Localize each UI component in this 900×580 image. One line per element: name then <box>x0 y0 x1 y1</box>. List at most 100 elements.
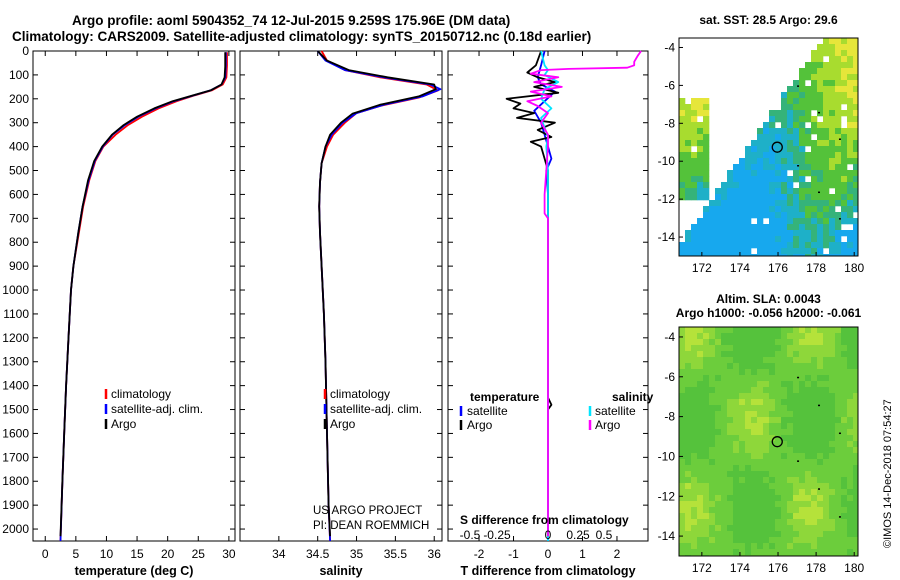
depth-tick-label: 100 <box>9 68 29 82</box>
map-cell <box>841 531 848 538</box>
map-cell <box>823 176 830 183</box>
map-cell <box>829 519 836 526</box>
map-cell <box>751 242 758 249</box>
map-cell <box>685 435 692 442</box>
map-cell <box>691 140 698 147</box>
map-cell <box>703 218 710 225</box>
map-cell <box>805 98 812 105</box>
map-cell <box>799 519 806 526</box>
map-cell <box>697 182 704 189</box>
map-cell <box>787 327 794 334</box>
map-cell <box>745 327 752 334</box>
map-cell <box>697 242 704 249</box>
s-axis-title: S difference from climatology <box>460 513 629 527</box>
map-cell <box>691 116 698 123</box>
map-cell <box>799 128 806 135</box>
map-cell <box>775 170 782 177</box>
map-cell <box>739 549 746 556</box>
map-cell <box>793 110 800 117</box>
map-cell <box>841 483 848 490</box>
map-cell <box>715 345 722 352</box>
map-cell <box>745 543 752 550</box>
map-cell <box>787 549 794 556</box>
map-cell <box>799 477 806 484</box>
map-cell <box>715 453 722 460</box>
map-cell <box>799 537 806 544</box>
map-cell <box>781 435 788 442</box>
map-cell <box>715 519 722 526</box>
map-cell <box>781 104 788 111</box>
map-cell <box>739 212 746 219</box>
map-cell <box>727 327 734 334</box>
map-cell <box>847 327 854 334</box>
map-cell <box>811 399 818 406</box>
map-cell <box>805 248 812 255</box>
map-cell <box>727 345 734 352</box>
map-cell <box>745 405 752 412</box>
map-cell <box>847 453 854 460</box>
map-y-tick-label: -8 <box>664 410 675 424</box>
series-line-argo <box>317 50 437 537</box>
map-cell <box>763 230 770 237</box>
map-cell <box>841 525 848 532</box>
map-cell <box>691 417 698 424</box>
map-cell <box>727 495 734 502</box>
map-cell <box>679 140 686 147</box>
map-cell <box>841 411 848 418</box>
map-cell <box>757 477 764 484</box>
map-cell <box>793 447 800 454</box>
map-cell <box>787 242 794 249</box>
map-cell <box>811 68 818 75</box>
map-cell <box>799 405 806 412</box>
map-cell <box>811 122 818 129</box>
map-cell <box>685 363 692 370</box>
map-cell <box>709 381 716 388</box>
map-cell <box>679 122 686 129</box>
map-cell <box>679 483 686 490</box>
map-cell <box>721 381 728 388</box>
map-cell <box>835 387 842 394</box>
map-cell <box>709 525 716 532</box>
map-cell <box>811 50 818 57</box>
x-axis-label: T difference from climatology <box>460 564 635 578</box>
map-cell <box>835 543 842 550</box>
map-cell <box>817 393 824 400</box>
map-cell <box>715 357 722 364</box>
map-cell <box>829 98 836 105</box>
map-cell <box>793 513 800 520</box>
map-cell <box>745 381 752 388</box>
map-cell <box>715 411 722 418</box>
map-cell <box>793 411 800 418</box>
map-cell <box>775 387 782 394</box>
map-cell <box>805 182 812 189</box>
map-cell <box>829 38 836 45</box>
map-cell <box>691 345 698 352</box>
map-cell <box>679 513 686 520</box>
map-cell <box>829 140 836 147</box>
map-cell <box>823 236 830 243</box>
island-speck <box>797 376 800 379</box>
map-cell <box>691 333 698 340</box>
map-cell <box>853 387 859 394</box>
map-cell <box>745 254 752 257</box>
map-cell <box>679 170 686 177</box>
map-cell <box>781 429 788 436</box>
map-cell <box>703 441 710 448</box>
map-cell <box>799 429 806 436</box>
map-cell <box>841 158 848 165</box>
map-cell <box>835 441 842 448</box>
map-cell <box>769 459 776 466</box>
map-cell <box>733 188 740 195</box>
map-cell <box>733 224 740 231</box>
map-cell <box>787 405 794 412</box>
map-cell <box>811 411 818 418</box>
map-cell <box>685 182 692 189</box>
map-cell <box>685 447 692 454</box>
map-cell <box>793 435 800 442</box>
map-cell <box>745 525 752 532</box>
map-cell <box>697 471 704 478</box>
map-cell <box>811 537 818 544</box>
map-cell <box>739 176 746 183</box>
map-cell <box>847 56 854 63</box>
map-cell <box>769 128 776 135</box>
